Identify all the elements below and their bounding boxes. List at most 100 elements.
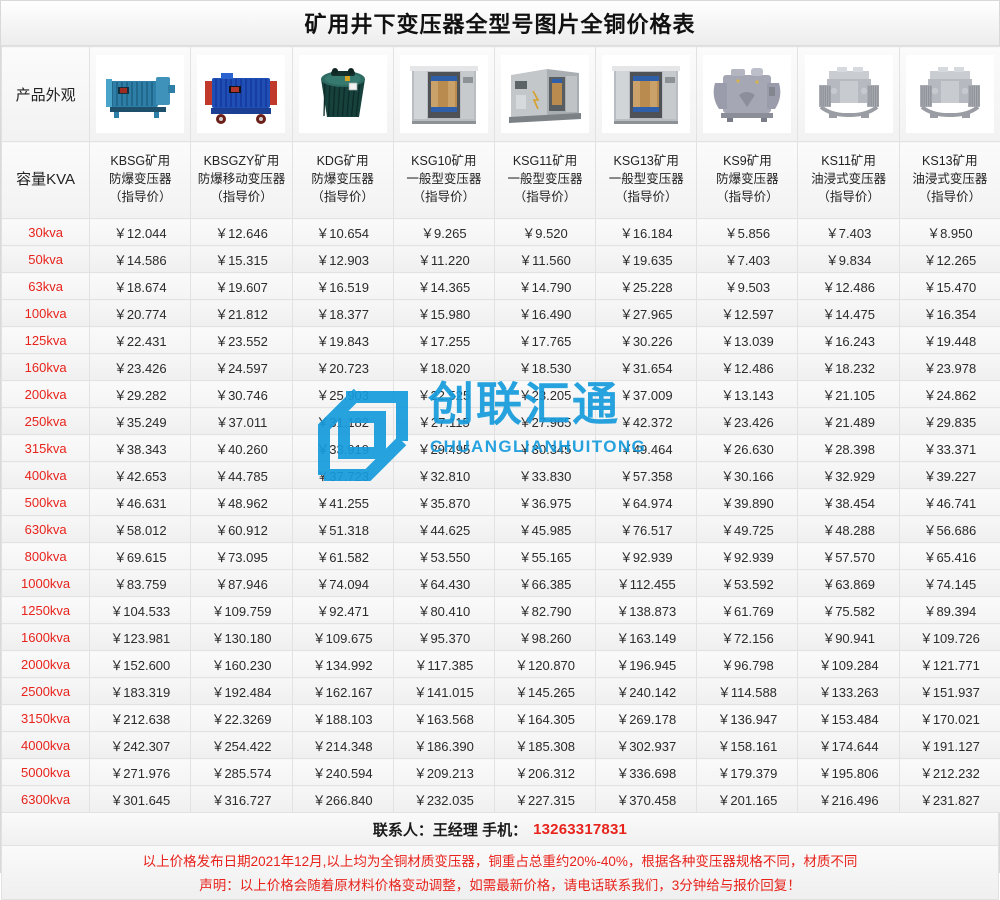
- price-cell: ￥90.941: [798, 624, 899, 651]
- price-cell: ￥42.653: [90, 462, 191, 489]
- column-model: KBSG矿用: [91, 153, 189, 171]
- price-cell: ￥17.765: [494, 327, 595, 354]
- column-model: KSG11矿用: [496, 153, 594, 171]
- price-cell: ￥316.727: [191, 786, 292, 813]
- column-model: KS9矿用: [698, 153, 796, 171]
- price-cell: ￥285.574: [191, 759, 292, 786]
- price-cell: ￥12.597: [697, 300, 798, 327]
- price-cell: ￥37.009: [596, 381, 697, 408]
- price-cell: ￥9.503: [697, 273, 798, 300]
- product-image-cell: [90, 47, 191, 142]
- column-model: KDG矿用: [294, 153, 392, 171]
- capacity-cell: 63kva: [2, 273, 90, 300]
- price-cell: ￥61.582: [292, 543, 393, 570]
- table-row: 200kva￥29.282￥30.746￥25.903￥22.525￥23.20…: [2, 381, 1000, 408]
- price-cell: ￥49.725: [697, 516, 798, 543]
- price-cell: ￥37.011: [191, 408, 292, 435]
- price-cell: ￥12.903: [292, 246, 393, 273]
- price-cell: ￥80.410: [393, 597, 494, 624]
- product-image-cell: [596, 47, 697, 142]
- transformer-drum-icon: [299, 55, 387, 133]
- price-cell: ￥46.631: [90, 489, 191, 516]
- price-cell: ￥20.723: [292, 354, 393, 381]
- price-cell: ￥49.464: [596, 435, 697, 462]
- price-cell: ￥254.422: [191, 732, 292, 759]
- price-cell: ￥45.985: [494, 516, 595, 543]
- price-table-sheet: 矿用井下变压器全型号图片全铜价格表 产品外观: [0, 0, 1000, 873]
- column-header-4: KSG11矿用一般型变压器（指导价）: [494, 142, 595, 219]
- column-type: 油浸式变压器: [901, 171, 999, 189]
- price-cell: ￥96.798: [697, 651, 798, 678]
- price-cell: ￥46.741: [899, 489, 1000, 516]
- price-cell: ￥24.597: [191, 354, 292, 381]
- price-cell: ￥15.315: [191, 246, 292, 273]
- column-type: 防爆变压器: [91, 171, 189, 189]
- price-cell: ￥76.517: [596, 516, 697, 543]
- price-cell: ￥302.937: [596, 732, 697, 759]
- price-cell: ￥123.981: [90, 624, 191, 651]
- price-cell: ￥183.319: [90, 678, 191, 705]
- column-price-note: （指导价）: [901, 189, 999, 207]
- column-type: 防爆移动变压器: [192, 171, 290, 189]
- capacity-cell: 500kva: [2, 489, 90, 516]
- transformer-substation-icon: [501, 55, 589, 133]
- capacity-cell: 1000kva: [2, 570, 90, 597]
- price-cell: ￥209.213: [393, 759, 494, 786]
- price-cell: ￥23.978: [899, 354, 1000, 381]
- column-model: KS13矿用: [901, 153, 999, 171]
- price-cell: ￥33.371: [899, 435, 1000, 462]
- appearance-row: 产品外观: [2, 47, 1000, 142]
- price-cell: ￥120.870: [494, 651, 595, 678]
- transformer-tank-icon: [703, 55, 791, 133]
- price-cell: ￥18.674: [90, 273, 191, 300]
- price-cell: ￥12.486: [697, 354, 798, 381]
- table-row: 160kva￥23.426￥24.597￥20.723￥18.020￥18.53…: [2, 354, 1000, 381]
- price-cell: ￥64.974: [596, 489, 697, 516]
- price-cell: ￥66.385: [494, 570, 595, 597]
- price-cell: ￥7.403: [798, 219, 899, 246]
- price-cell: ￥57.358: [596, 462, 697, 489]
- column-price-note: （指导价）: [395, 189, 493, 207]
- capacity-cell: 315kva: [2, 435, 90, 462]
- price-cell: ￥109.726: [899, 624, 1000, 651]
- price-cell: ￥192.484: [191, 678, 292, 705]
- price-cell: ￥191.127: [899, 732, 1000, 759]
- table-row: 800kva￥69.615￥73.095￥61.582￥53.550￥55.16…: [2, 543, 1000, 570]
- price-cell: ￥271.976: [90, 759, 191, 786]
- price-cell: ￥104.533: [90, 597, 191, 624]
- table-row: 63kva￥18.674￥19.607￥16.519￥14.365￥14.790…: [2, 273, 1000, 300]
- price-cell: ￥9.520: [494, 219, 595, 246]
- transformer-grey-icon: [805, 55, 893, 133]
- column-model: KSG13矿用: [597, 153, 695, 171]
- column-header-3: KSG10矿用一般型变压器（指导价）: [393, 142, 494, 219]
- price-cell: ￥114.588: [697, 678, 798, 705]
- price-cell: ￥121.771: [899, 651, 1000, 678]
- contact-phone[interactable]: 13263317831: [533, 821, 627, 838]
- price-cell: ￥32.929: [798, 462, 899, 489]
- price-cell: ￥29.282: [90, 381, 191, 408]
- product-image-cell: [292, 47, 393, 142]
- price-cell: ￥232.035: [393, 786, 494, 813]
- column-type: 防爆变压器: [698, 171, 796, 189]
- price-cell: ￥18.232: [798, 354, 899, 381]
- price-cell: ￥22.525: [393, 381, 494, 408]
- capacity-cell: 6300kva: [2, 786, 90, 813]
- price-cell: ￥9.265: [393, 219, 494, 246]
- price-cell: ￥73.095: [191, 543, 292, 570]
- capacity-cell: 800kva: [2, 543, 90, 570]
- page-title-bar: 矿用井下变压器全型号图片全铜价格表: [1, 1, 999, 46]
- price-cell: ￥26.630: [697, 435, 798, 462]
- column-header-1: KBSGZY矿用防爆移动变压器（指导价）: [191, 142, 292, 219]
- capacity-cell: 2500kva: [2, 678, 90, 705]
- price-cell: ￥53.550: [393, 543, 494, 570]
- footer-note-line-2: 声明：以上价格会随着原材料价格变动调整，如需最新价格，请电话联系我们，3分钟给与…: [10, 874, 990, 898]
- price-cell: ￥48.962: [191, 489, 292, 516]
- price-cell: ￥12.486: [798, 273, 899, 300]
- price-cell: ￥19.448: [899, 327, 1000, 354]
- column-type: 一般型变压器: [597, 171, 695, 189]
- capacity-cell: 100kva: [2, 300, 90, 327]
- footer-note: 以上价格发布日期2021年12月,以上均为全铜材质变压器，铜重占总重约20%-4…: [1, 846, 999, 900]
- price-cell: ￥15.980: [393, 300, 494, 327]
- price-cell: ￥201.165: [697, 786, 798, 813]
- column-price-note: （指导价）: [597, 189, 695, 207]
